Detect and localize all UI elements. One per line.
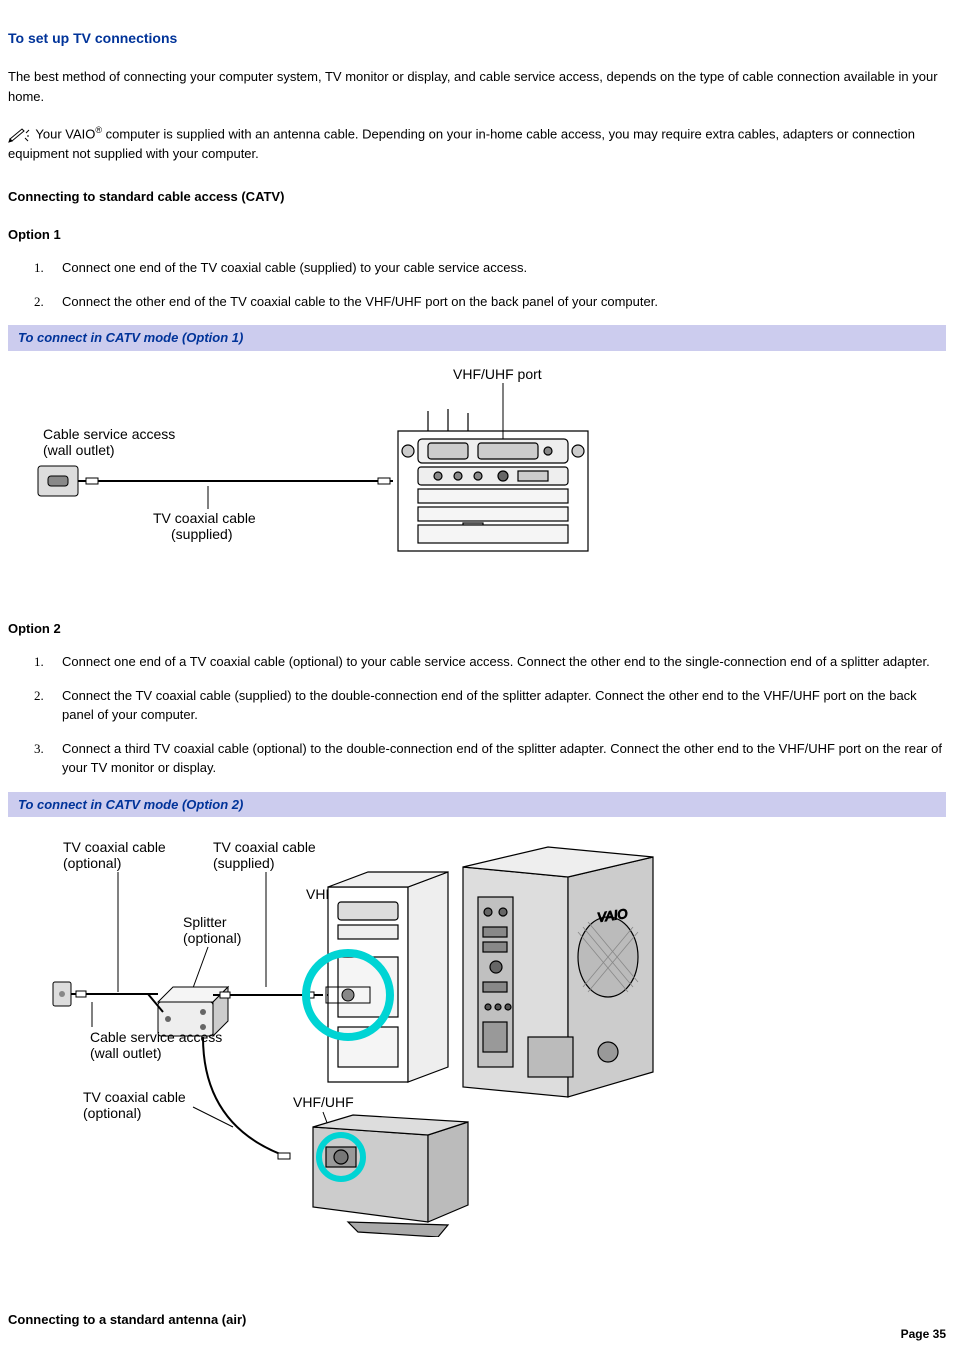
fig2-label-optcable1: TV coaxial cable <box>63 839 166 855</box>
option1-steps: Connect one end of the TV coaxial cable … <box>8 258 946 311</box>
note-text-pre: Your VAIO <box>32 126 95 141</box>
fig1-label-cable1: TV coaxial cable <box>153 510 256 526</box>
list-item: Connect the TV coaxial cable (supplied) … <box>62 686 946 725</box>
fig2-label-supcable2: (supplied) <box>213 855 274 871</box>
page-number: Page 35 <box>901 1325 946 1343</box>
figure1-caption: To connect in CATV mode (Option 1) <box>8 325 946 351</box>
option2-steps: Connect one end of a TV coaxial cable (o… <box>8 652 946 778</box>
note-text-post: computer is supplied with an antenna cab… <box>8 126 915 161</box>
fig2-label-botcable2: (optional) <box>83 1105 141 1121</box>
list-item: Connect one end of the TV coaxial cable … <box>62 258 946 278</box>
fig2-label-wall2: (wall outlet) <box>90 1045 162 1061</box>
fig2-label-splitter1: Splitter <box>183 914 227 930</box>
note-paragraph: Your VAIO® computer is supplied with an … <box>8 124 946 163</box>
page-title: To set up TV connections <box>8 28 946 49</box>
pencil-icon <box>8 127 30 143</box>
fig2-label-supcable1: TV coaxial cable <box>213 839 316 855</box>
option1-heading: Option 1 <box>8 225 946 245</box>
figure2-caption: To connect in CATV mode (Option 2) <box>8 792 946 818</box>
option2-heading: Option 2 <box>8 619 946 639</box>
figure2-diagram: TV coaxial cable (optional) TV coaxial c… <box>8 817 946 1247</box>
section-catv-heading: Connecting to standard cable access (CAT… <box>8 187 946 207</box>
list-item: Connect one end of a TV coaxial cable (o… <box>62 652 946 672</box>
fig2-label-botcable1: TV coaxial cable <box>83 1089 186 1105</box>
intro-paragraph: The best method of connecting your compu… <box>8 67 946 106</box>
note-sup: ® <box>95 125 102 135</box>
bottom-heading: Connecting to a standard antenna (air) <box>8 1310 246 1330</box>
list-item: Connect the other end of the TV coaxial … <box>62 292 946 312</box>
fig1-label-wall1: Cable service access <box>43 426 175 442</box>
list-item: Connect a third TV coaxial cable (option… <box>62 739 946 778</box>
fig2-label-vhfuhf: VHF/UHF <box>293 1094 354 1110</box>
fig1-label-wall2: (wall outlet) <box>43 442 115 458</box>
fig1-label-cable2: (supplied) <box>171 526 232 542</box>
figure1-diagram: VHF/UHF port Cable service access (wall … <box>8 351 946 591</box>
fig2-label-optcable2: (optional) <box>63 855 121 871</box>
fig2-label-splitter2: (optional) <box>183 930 241 946</box>
fig1-label-vhf: VHF/UHF port <box>453 366 542 382</box>
